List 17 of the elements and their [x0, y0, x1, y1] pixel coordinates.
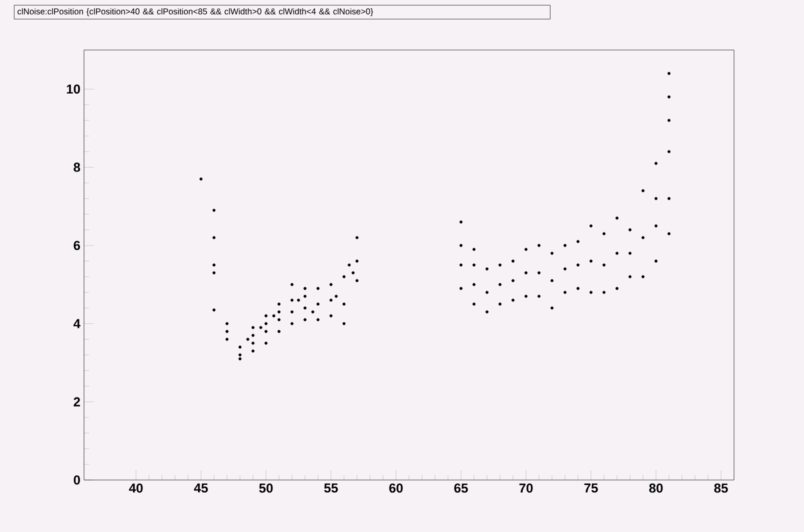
x-tick-label: 70 — [519, 484, 533, 493]
chart-title: clNoise:clPosition {clPosition>40 && clPosition<85 && clWidth>0 && clWidth<4 && clNoise>0} — [18, 8, 374, 16]
y-tick-label: 6 — [74, 240, 80, 250]
x-tick-label: 40 — [129, 484, 143, 493]
y-tick-label: 2 — [74, 397, 80, 406]
x-tick-label: 55 — [324, 484, 338, 493]
x-tick-label: 60 — [389, 484, 403, 493]
y-tick-label: 4 — [73, 319, 80, 328]
x-tick-label: 50 — [259, 484, 273, 493]
x-tick-label: 80 — [649, 484, 663, 493]
y-tick-label: 10 — [66, 84, 80, 94]
x-tick-label: 65 — [454, 484, 468, 493]
x-tick-label: 85 — [714, 484, 728, 493]
x-tick-label: 75 — [584, 484, 598, 493]
y-tick-label: 8 — [74, 162, 80, 172]
x-tick-label: 45 — [194, 484, 208, 493]
y-tick-label: 0 — [74, 475, 80, 485]
